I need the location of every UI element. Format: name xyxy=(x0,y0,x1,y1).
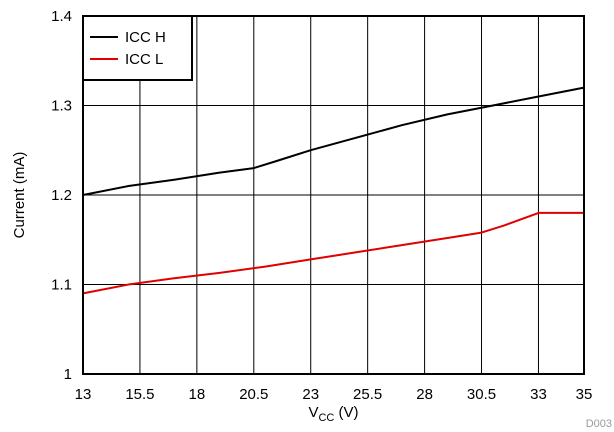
x-axis-title-subscript: CC xyxy=(318,412,334,424)
x-axis-title-unit: (V) xyxy=(334,404,358,421)
x-axis-title-main: V xyxy=(308,404,318,421)
x-tick-label: 20.5 xyxy=(239,386,268,403)
figure-id: D003 xyxy=(586,418,612,430)
x-tick-label: 13 xyxy=(75,386,92,403)
plot-frame xyxy=(82,15,585,375)
y-tick-label: 1.1 xyxy=(51,277,72,294)
legend-box xyxy=(82,15,193,81)
x-tick-label: 23 xyxy=(302,386,319,403)
legend-label: ICC L xyxy=(125,51,163,68)
x-tick-label: 25.5 xyxy=(353,386,382,403)
y-tick-label: 1 xyxy=(64,366,72,383)
y-tick-label: 1.3 xyxy=(51,98,72,115)
grid-lines xyxy=(83,16,584,374)
y-tick-labels: 1 1.1 1.2 1.3 1.4 xyxy=(51,8,72,383)
series-layer xyxy=(82,86,585,295)
x-axis-title: VCC (V) xyxy=(308,404,358,424)
x-tick-label: 30.5 xyxy=(467,386,496,403)
x-tick-label: 28 xyxy=(416,386,433,403)
legend: ICC H ICC L xyxy=(82,15,193,81)
legend-label: ICC H xyxy=(125,29,166,46)
y-tick-label: 1.4 xyxy=(51,8,72,25)
y-tick-label: 1.2 xyxy=(51,187,72,204)
y-axis-title: Current (mA) xyxy=(11,152,28,239)
series-line-icc-l xyxy=(82,211,584,295)
x-tick-label: 33 xyxy=(530,386,547,403)
x-tick-label: 15.5 xyxy=(125,386,154,403)
x-tick-label: 35 xyxy=(576,386,593,403)
series-line-icc-h xyxy=(82,86,585,196)
x-tick-label: 18 xyxy=(189,386,206,403)
x-tick-labels: 13 15.5 18 20.5 23 25.5 28 30.5 33 35 xyxy=(75,386,593,403)
